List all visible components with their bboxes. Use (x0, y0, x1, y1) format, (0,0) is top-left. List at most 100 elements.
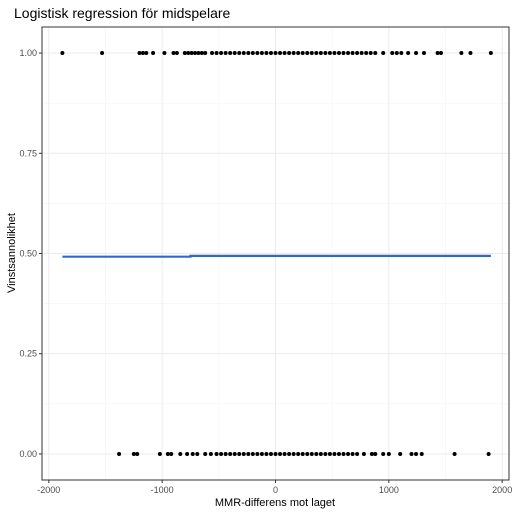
data-point (346, 451, 351, 456)
data-point (341, 451, 346, 456)
data-point (373, 51, 378, 56)
data-point (259, 451, 264, 456)
chart-title: Logistisk regression för midspelare (14, 5, 231, 21)
data-point (135, 451, 140, 456)
data-point (486, 451, 491, 456)
y-tick-label: 0.00 (19, 449, 37, 459)
data-point (255, 451, 260, 456)
data-point (241, 51, 246, 56)
data-point (459, 51, 464, 56)
scatter-points (60, 51, 493, 456)
data-point (255, 51, 260, 56)
data-point (151, 51, 156, 56)
data-point (314, 451, 319, 456)
data-point (309, 51, 314, 56)
data-point (373, 451, 378, 456)
data-point (327, 51, 332, 56)
data-point (300, 451, 305, 456)
x-tick-label: -2000 (37, 485, 60, 495)
y-axis-ticks: 0.00 0.25 0.50 0.75 1.00 (19, 48, 42, 459)
data-point (406, 51, 411, 56)
data-point (273, 451, 278, 456)
data-point (264, 451, 269, 456)
data-point (162, 51, 167, 56)
data-point (386, 451, 391, 456)
data-point (291, 51, 296, 56)
data-point (355, 451, 360, 456)
y-tick-label: 0.50 (19, 249, 37, 259)
data-point (246, 51, 251, 56)
data-point (368, 51, 373, 56)
y-tick-label: 0.75 (19, 148, 37, 158)
data-point (186, 51, 191, 56)
fit-line-series (62, 254, 491, 258)
data-point (264, 51, 269, 56)
major-grid (42, 27, 509, 480)
data-point (232, 51, 237, 56)
data-point (278, 451, 283, 456)
fit-line (62, 254, 491, 258)
x-tick-label: 0 (273, 485, 278, 495)
data-point (346, 51, 351, 56)
data-point (296, 51, 301, 56)
data-point (174, 51, 179, 56)
data-point (300, 51, 305, 56)
data-point (332, 451, 337, 456)
data-point (171, 51, 176, 56)
data-point (314, 51, 319, 56)
data-point (355, 51, 360, 56)
data-point (327, 451, 332, 456)
data-point (398, 451, 403, 456)
data-point (468, 51, 473, 56)
data-point (140, 51, 145, 56)
data-point (228, 451, 233, 456)
x-tick-label: -1000 (151, 485, 174, 495)
data-point (237, 51, 242, 56)
data-point (203, 451, 208, 456)
data-point (268, 451, 273, 456)
data-point (336, 51, 341, 56)
data-point (214, 51, 219, 56)
data-point (291, 451, 296, 456)
data-point (287, 51, 292, 56)
data-point (309, 451, 314, 456)
data-point (178, 451, 183, 456)
data-point (305, 51, 310, 56)
data-point (282, 451, 287, 456)
data-point (419, 451, 424, 456)
data-point (250, 51, 255, 56)
data-point (318, 51, 323, 56)
data-point (246, 451, 251, 456)
data-point (203, 51, 208, 56)
data-point (414, 451, 419, 456)
data-point (305, 451, 310, 456)
data-point (390, 51, 395, 56)
data-point (350, 51, 355, 56)
data-point (117, 451, 122, 456)
data-point (381, 51, 386, 56)
data-point (131, 451, 136, 456)
data-point (296, 451, 301, 456)
data-point (223, 451, 228, 456)
data-point (214, 451, 219, 456)
data-point (193, 51, 198, 56)
data-point (409, 451, 414, 456)
data-point (364, 51, 369, 56)
data-point (144, 51, 149, 56)
data-point (228, 51, 233, 56)
data-point (318, 451, 323, 456)
data-point (361, 451, 366, 456)
data-point (137, 51, 142, 56)
x-axis-title: MMR-differens mot laget (215, 497, 335, 509)
data-point (421, 51, 426, 56)
data-point (359, 51, 364, 56)
data-point (282, 51, 287, 56)
data-point (287, 451, 292, 456)
data-point (268, 51, 273, 56)
data-point (452, 451, 457, 456)
data-point (219, 451, 224, 456)
data-point (208, 451, 213, 456)
x-axis-ticks: -2000 -1000 0 1000 2000 (37, 480, 512, 495)
data-point (219, 51, 224, 56)
data-point (381, 451, 386, 456)
